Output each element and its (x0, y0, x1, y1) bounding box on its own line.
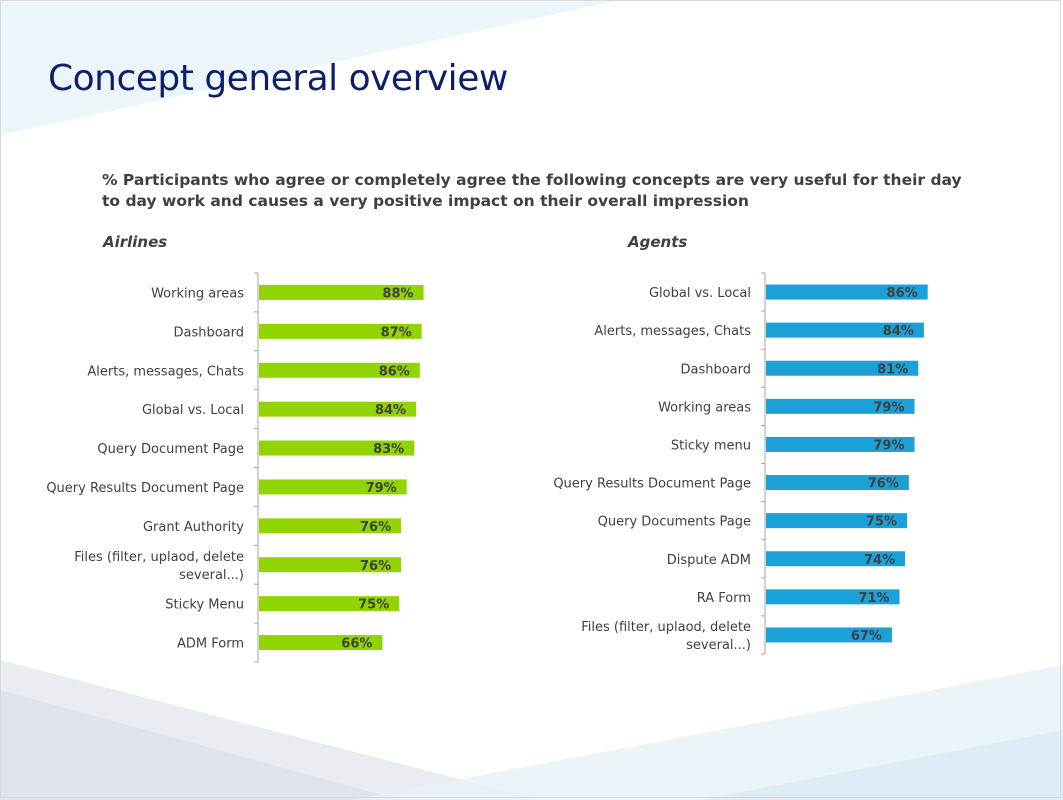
agents-value-label: 76% (868, 477, 899, 492)
airlines-category-label: Working areas (151, 286, 244, 301)
airlines-bar (259, 401, 417, 417)
airlines-bar (259, 323, 422, 339)
agents-bar (766, 551, 906, 567)
agents-category-label: Global vs. Local (649, 286, 751, 301)
airlines-value-label: 83% (373, 442, 404, 457)
airlines-value-label: 87% (381, 325, 412, 340)
page-title: Concept general overview (48, 58, 508, 99)
airlines-value-label: 75% (358, 598, 389, 613)
agents-category-label: Query Documents Page (598, 515, 751, 530)
agents-value-label: 75% (866, 515, 897, 530)
agents-category-label: Dashboard (680, 362, 751, 377)
airlines-category-label: Dashboard (173, 325, 244, 340)
agents-bar (766, 322, 924, 338)
agents-bar (766, 360, 919, 376)
agents-category-label: Dispute ADM (667, 553, 751, 568)
airlines-category-label: Alerts, messages, Chats (87, 364, 244, 379)
airlines-value-label: 79% (366, 481, 397, 496)
agents-value-label: 86% (887, 286, 918, 301)
agents-bar (766, 589, 900, 605)
airlines-bar (259, 440, 415, 456)
agents-bar (766, 513, 907, 529)
agents-category-label: several...) (686, 638, 751, 653)
agents-value-label: 71% (858, 591, 889, 606)
agents-bar (766, 284, 928, 300)
agents-category-label: Alerts, messages, Chats (594, 324, 751, 339)
agents-value-label: 79% (873, 438, 904, 453)
airlines-category-label: Query Document Page (97, 442, 244, 457)
airlines-category-label: several...) (179, 568, 244, 583)
airlines-chart-title: Airlines (103, 233, 168, 251)
agents-value-label: 67% (851, 629, 882, 644)
chart-subtitle: % Participants who agree or completely a… (102, 171, 962, 210)
airlines-bar (259, 596, 400, 612)
airlines-bar (259, 557, 402, 573)
airlines-bar (259, 284, 424, 300)
airlines-value-label: 84% (375, 403, 406, 418)
agents-value-label: 74% (864, 553, 895, 568)
airlines-category-label: Grant Authority (143, 520, 244, 535)
agents-bar (766, 436, 915, 452)
airlines-bar (259, 635, 383, 651)
airlines-category-label: ADM Form (177, 637, 244, 652)
airlines-value-label: 88% (382, 286, 413, 301)
agents-value-label: 79% (873, 400, 904, 415)
airlines-category-label: Global vs. Local (142, 403, 244, 418)
agents-bar (766, 627, 892, 643)
airlines-value-label: 66% (341, 637, 372, 652)
agents-category-label: Query Results Document Page (553, 477, 751, 492)
agents-category-label: RA Form (697, 591, 751, 606)
agents-category-label: Sticky menu (671, 438, 751, 453)
airlines-value-label: 86% (379, 364, 410, 379)
airlines-category-label: Files (filter, uplaod, delete (74, 550, 244, 565)
airlines-value-label: 76% (360, 559, 391, 574)
agents-category-label: Files (filter, uplaod, delete (581, 620, 751, 635)
agents-chart-title: Agents (628, 233, 688, 251)
airlines-bar (259, 479, 407, 495)
agents-value-label: 84% (883, 324, 914, 339)
agents-category-label: Working areas (658, 400, 751, 415)
airlines-value-label: 76% (360, 520, 391, 535)
agents-bar (766, 398, 915, 414)
airlines-category-label: Sticky Menu (165, 598, 244, 613)
agents-bar (766, 475, 909, 491)
airlines-category-label: Query Results Document Page (46, 481, 244, 496)
airlines-bar (259, 362, 420, 378)
airlines-bar (259, 518, 402, 534)
agents-value-label: 81% (877, 362, 908, 377)
